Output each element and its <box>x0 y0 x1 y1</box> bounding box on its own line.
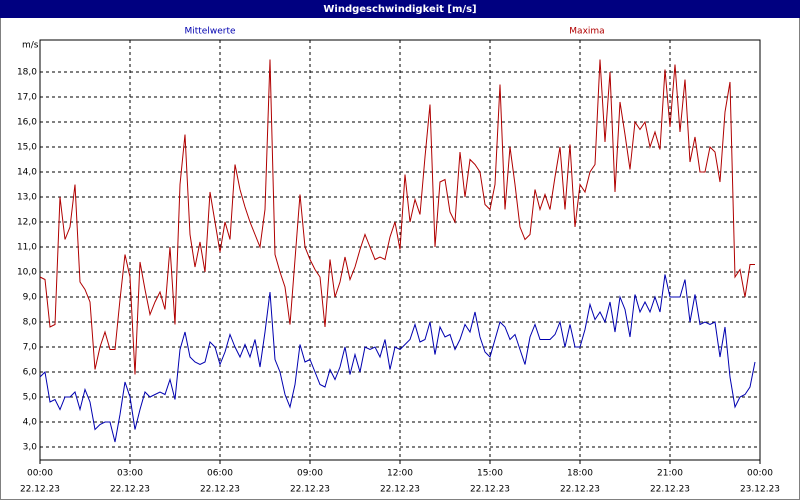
x-tick-date: 22.12.23 <box>290 485 330 495</box>
legend-label: Mittelwerte <box>184 27 235 37</box>
y-tick-label: 5,0 <box>23 393 38 403</box>
x-tick-label: 06:00 <box>207 469 233 479</box>
y-tick-label: 10,0 <box>17 268 37 278</box>
x-tick-label: 03:00 <box>117 469 143 479</box>
x-tick-date: 22.12.23 <box>650 485 690 495</box>
x-tick-date: 22.12.23 <box>560 485 600 495</box>
y-tick-label: 3,0 <box>23 443 38 453</box>
x-tick-label: 00:00 <box>747 469 773 479</box>
y-tick-label: 18,0 <box>17 68 37 78</box>
x-tick-label: 09:00 <box>297 469 323 479</box>
y-tick-label: 8,0 <box>23 318 38 328</box>
x-tick-date: 22.12.23 <box>200 485 240 495</box>
y-tick-label: 14,0 <box>17 168 37 178</box>
x-tick-label: 21:00 <box>657 469 683 479</box>
x-tick-date: 22.12.23 <box>380 485 420 495</box>
y-tick-label: 11,0 <box>17 243 37 253</box>
y-tick-label: 6,0 <box>23 368 38 378</box>
x-tick-date: 22.12.23 <box>20 485 60 495</box>
x-tick-label: 18:00 <box>567 469 593 479</box>
y-tick-label: 16,0 <box>17 118 37 128</box>
plot-frame <box>39 39 761 461</box>
legend-label: Maxima <box>569 27 604 37</box>
data-line <box>39 274 756 443</box>
data-line <box>39 59 755 375</box>
y-tick-label: 17,0 <box>17 93 37 103</box>
y-tick-label: 13,0 <box>17 193 37 203</box>
x-tick-label: 12:00 <box>387 469 413 479</box>
x-tick-date: 23.12.23 <box>740 485 780 495</box>
x-tick-date: 22.12.23 <box>470 485 510 495</box>
x-tick-date: 22.12.23 <box>110 485 150 495</box>
y-tick-label: 7,0 <box>23 343 38 353</box>
y-tick-label: 15,0 <box>17 143 37 153</box>
x-tick-label: 15:00 <box>477 469 503 479</box>
y-tick-label: 9,0 <box>23 293 38 303</box>
y-tick-label: 4,0 <box>23 418 38 428</box>
title-bar <box>0 0 800 18</box>
y-tick-label: 12,0 <box>17 218 37 228</box>
x-tick-label: 00:00 <box>27 469 53 479</box>
y-axis-label: m/s <box>22 41 39 51</box>
chart-title: Windgeschwindigkeit [m/s] <box>323 4 476 15</box>
